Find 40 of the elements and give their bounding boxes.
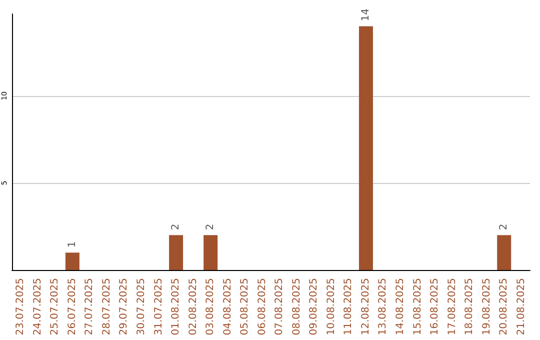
- bar: [65, 252, 80, 270]
- x-tick-label: 15.08.2025: [412, 278, 424, 336]
- x-tick-label: 31.07.2025: [153, 278, 164, 336]
- x-tick-label: 08.08.2025: [291, 278, 302, 336]
- bar: [358, 26, 373, 270]
- bar: [204, 235, 218, 270]
- x-tick-label: 11.08.2025: [343, 278, 354, 336]
- x-tick-label: 14.08.2025: [395, 278, 406, 336]
- x-tick-label: 23.07.2025: [15, 278, 26, 336]
- x-tick-label: 28.07.2025: [101, 278, 112, 336]
- x-tick-label: 09.08.2025: [308, 278, 320, 336]
- data-label: 1: [66, 241, 78, 248]
- x-tick-label: 17.08.2025: [446, 278, 458, 336]
- x-tick-label: 29.07.2025: [118, 278, 130, 336]
- data-label: 2: [205, 224, 216, 230]
- x-tick-label: 12.08.2025: [360, 278, 372, 336]
- x-tick-label: 04.08.2025: [222, 278, 234, 336]
- x-tick-label: 26.07.2025: [66, 278, 78, 336]
- data-label: 2: [498, 224, 510, 230]
- x-tick-label: 02.08.2025: [188, 278, 199, 336]
- x-tick-label: 06.08.2025: [256, 278, 268, 336]
- bar: [169, 235, 184, 270]
- x-tick-label: 24.07.2025: [32, 278, 44, 336]
- bar: [497, 235, 512, 270]
- x-tick-label: 25.07.2025: [50, 278, 61, 336]
- x-tick-label: 19.08.2025: [481, 278, 492, 336]
- x-tick-label: 16.08.2025: [430, 278, 441, 336]
- x-tick-label: 21.08.2025: [516, 278, 527, 336]
- data-label: 14: [360, 8, 372, 22]
- x-tick-label: 13.08.2025: [378, 278, 389, 336]
- x-tick-label: 10.08.2025: [326, 278, 337, 336]
- data-label: 2: [170, 224, 182, 230]
- x-tick-label: 07.08.2025: [274, 278, 286, 336]
- x-tick-label: 27.07.2025: [84, 278, 96, 336]
- x-tick-label: 03.08.2025: [205, 278, 216, 336]
- x-tick-label: 05.08.2025: [240, 278, 251, 336]
- x-tick-label: 18.08.2025: [464, 278, 476, 336]
- x-tick-label: 01.08.2025: [170, 278, 182, 336]
- x-tick-label: 30.07.2025: [136, 278, 147, 336]
- x-tick-label: 20.08.2025: [498, 278, 510, 336]
